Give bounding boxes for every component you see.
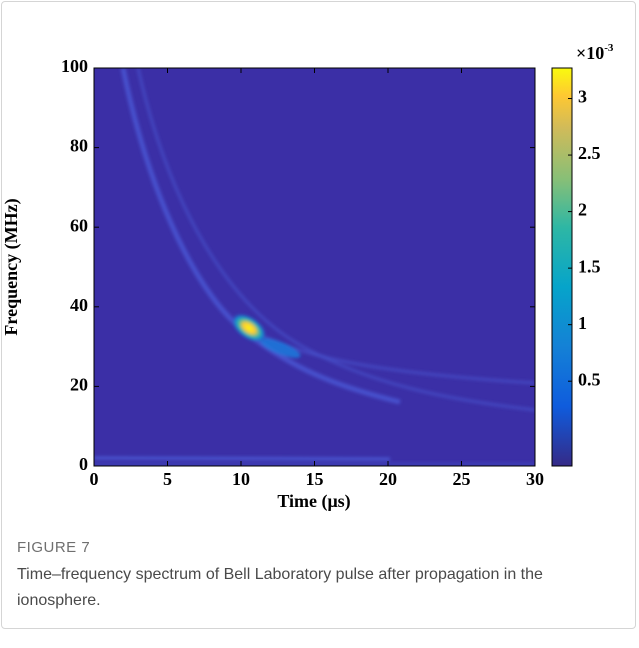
x-tick-label: 30 [526, 469, 544, 489]
colorbar-tick-label: 2.5 [578, 143, 601, 163]
colorbar-tick-label: 1.5 [578, 256, 601, 276]
y-tick-label: 40 [70, 295, 88, 315]
plot-background [94, 68, 535, 466]
dispersion-trace [136, 68, 535, 412]
x-tick-label: 0 [90, 469, 99, 489]
colorbar [551, 67, 573, 467]
x-tick-label: 10 [232, 469, 250, 489]
y-tick-label: 0 [79, 454, 88, 474]
x-tick-label: 20 [379, 469, 397, 489]
y-tick-label: 60 [70, 215, 88, 235]
chart: Frequency (MHz) Time (μs) ×10-3 0 5 10 15 20… [1, 42, 614, 513]
trace-highlight [259, 338, 301, 358]
figure-caption: Time–frequency spectrum of Bell Laborato… [17, 566, 543, 609]
x-tick-label: 15 [306, 469, 324, 489]
peak-spot [231, 313, 267, 343]
multiplier-exponent: -3 [604, 42, 614, 54]
x-axis-label: Time (μs) [277, 491, 350, 512]
colorbar-tick-label: 0.5 [578, 369, 601, 389]
y-tick-label: 20 [70, 375, 88, 395]
y-tick-label: 100 [61, 56, 88, 76]
y-tick-label: 80 [70, 136, 88, 156]
x-tick-label: 5 [163, 469, 172, 489]
colorbar-tick-label: 1 [578, 313, 587, 333]
low-frequency-trace [94, 456, 391, 461]
x-tick-label: 25 [453, 469, 471, 489]
figure-frame [1, 1, 636, 629]
multiplier-base: ×10 [576, 43, 604, 63]
figure-label: FIGURE 7 [17, 539, 91, 556]
y-axis-label: Frequency (MHz) [1, 198, 22, 335]
colorbar-multiplier: ×10-3 [576, 42, 614, 64]
colorbar-tick-label: 3 [578, 87, 587, 107]
colorbar-tick-label: 2 [578, 200, 587, 220]
